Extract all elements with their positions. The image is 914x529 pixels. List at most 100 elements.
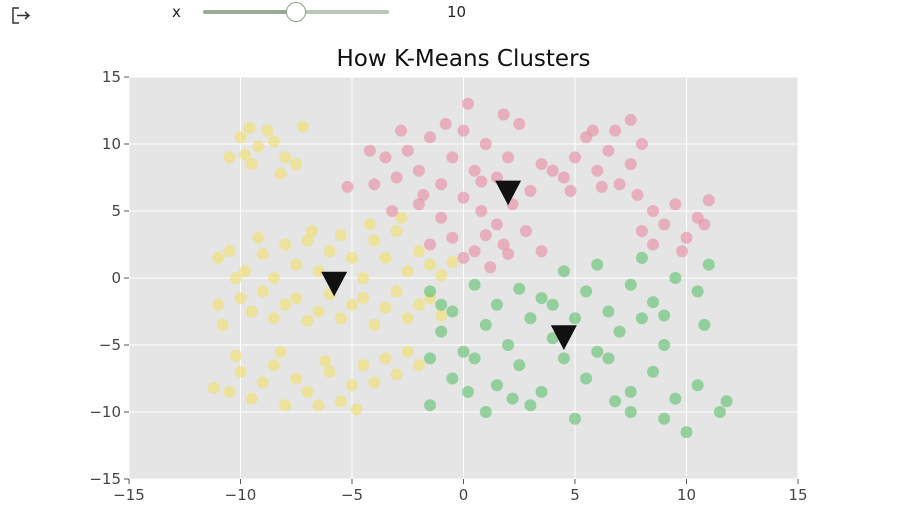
scatter-point-cluster-1 (223, 151, 236, 164)
scatter-point-cluster-3 (635, 251, 648, 264)
scatter-point-cluster-1 (212, 251, 225, 264)
scatter-point-cluster-1 (252, 231, 265, 244)
y-tick-label: 15 (102, 68, 121, 86)
scatter-point-cluster-2 (401, 144, 414, 157)
scatter-point-cluster-2 (457, 251, 470, 264)
scatter-point-cluster-3 (691, 285, 704, 298)
scatter-point-cluster-2 (591, 164, 604, 177)
scatter-point-cluster-3 (557, 265, 570, 278)
scatter-point-cluster-3 (591, 345, 604, 358)
scatter-point-cluster-2 (676, 245, 689, 258)
scatter-point-cluster-3 (624, 385, 637, 398)
x-tick-label: 5 (570, 486, 580, 504)
scatter-point-cluster-2 (435, 178, 448, 191)
scatter-point-cluster-1 (261, 124, 274, 137)
scatter-point-cluster-2 (613, 178, 626, 191)
scatter-point-cluster-2 (490, 171, 503, 184)
scatter-point-cluster-2 (439, 117, 452, 130)
scatter-point-cluster-1 (296, 120, 309, 133)
y-tick-label: 5 (111, 202, 121, 220)
scatter-point-cluster-1 (412, 298, 425, 311)
scatter-point-cluster-1 (230, 272, 243, 284)
scatter-point-cluster-3 (457, 345, 470, 358)
scatter-point-cluster-3 (698, 318, 711, 331)
scatter-point-cluster-1 (256, 247, 269, 260)
scatter-point-cluster-1 (305, 225, 318, 238)
scatter-point-cluster-1 (274, 167, 287, 180)
scatter-point-cluster-2 (669, 198, 682, 211)
scatter-point-cluster-2 (519, 225, 532, 238)
scatter-point-cluster-3 (591, 258, 604, 271)
scatter-point-cluster-1 (379, 301, 392, 314)
scatter-point-cluster-1 (230, 349, 243, 362)
scatter-point-cluster-1 (323, 365, 336, 378)
scatter-point-cluster-2 (569, 151, 581, 164)
scatter-point-cluster-2 (497, 238, 510, 251)
scatter-point-cluster-3 (702, 258, 715, 271)
scatter-point-cluster-3 (713, 406, 726, 418)
scatter-point-cluster-2 (502, 151, 515, 164)
scatter-point-cluster-3 (546, 332, 559, 345)
scatter-point-cluster-1 (267, 272, 280, 284)
scatter-point-cluster-3 (446, 372, 459, 385)
scatter-point-cluster-2 (479, 229, 492, 242)
scatter-point-cluster-3 (669, 272, 682, 284)
slider-label: x (172, 3, 181, 21)
scatter-point-cluster-2 (624, 113, 637, 126)
scatter-point-cluster-2 (395, 124, 408, 137)
scatter-point-cluster-3 (435, 298, 448, 311)
scatter-point-cluster-3 (624, 406, 637, 418)
scatter-point-cluster-3 (490, 379, 503, 392)
scatter-point-cluster-1 (223, 385, 236, 398)
scatter-point-cluster-1 (401, 312, 414, 325)
scatter-point-cluster-3 (490, 298, 503, 311)
scatter-point-cluster-1 (301, 234, 314, 247)
slider-value: 10 (447, 3, 467, 21)
x-tick-label: −10 (225, 486, 257, 504)
scatter-point-cluster-1 (256, 376, 269, 389)
scatter-point-cluster-3 (602, 352, 615, 365)
x-tick-label: 10 (677, 486, 696, 504)
scatter-point-cluster-3 (720, 395, 733, 408)
slider-thumb[interactable] (286, 2, 306, 22)
scatter-point-cluster-1 (243, 121, 256, 134)
scatter-point-cluster-1 (245, 392, 258, 405)
scatter-point-cluster-1 (312, 399, 325, 412)
scatter-point-cluster-1 (350, 403, 363, 416)
scatter-point-cluster-2 (412, 164, 425, 177)
scatter-point-cluster-1 (390, 368, 403, 381)
scatter-point-cluster-3 (609, 395, 622, 408)
centroid-marker (495, 180, 522, 206)
scatter-point-cluster-2 (446, 151, 459, 164)
chart-title: How K-Means Clusters (336, 46, 590, 72)
export-icon[interactable] (10, 6, 34, 26)
scatter-point-cluster-3 (513, 282, 526, 295)
scatter-point-cluster-1 (357, 359, 370, 372)
scatter-point-cluster-2 (631, 188, 644, 201)
scatter-point-cluster-3 (557, 352, 570, 365)
centroid-marker (550, 325, 577, 350)
scatter-point-cluster-1 (357, 272, 370, 284)
scatter-point-cluster-3 (580, 285, 593, 298)
slider-track[interactable] (203, 2, 389, 22)
scatter-point-cluster-3 (506, 392, 519, 405)
scatter-point-cluster-1 (279, 151, 292, 164)
scatter-point-cluster-1 (212, 298, 225, 311)
scatter-point-cluster-3 (613, 325, 626, 338)
scatter-point-cluster-2 (635, 225, 648, 238)
scatter-point-cluster-2 (658, 218, 671, 231)
scatter-point-cluster-1 (245, 305, 258, 318)
scatter-point-cluster-2 (484, 261, 497, 274)
control-bar: x 10 (0, 0, 914, 30)
scatter-point-cluster-1 (312, 265, 325, 278)
scatter-point-cluster-1 (401, 265, 414, 278)
scatter-point-cluster-1 (379, 251, 392, 264)
scatter-point-cluster-2 (424, 131, 437, 144)
scatter-point-cluster-2 (412, 198, 425, 211)
scatter-point-cluster-1 (279, 298, 292, 311)
scatter-point-cluster-1 (395, 211, 408, 224)
x-tick-label: −15 (113, 486, 145, 504)
scatter-point-cluster-3 (658, 339, 671, 351)
scatter-point-cluster-3 (546, 298, 559, 311)
